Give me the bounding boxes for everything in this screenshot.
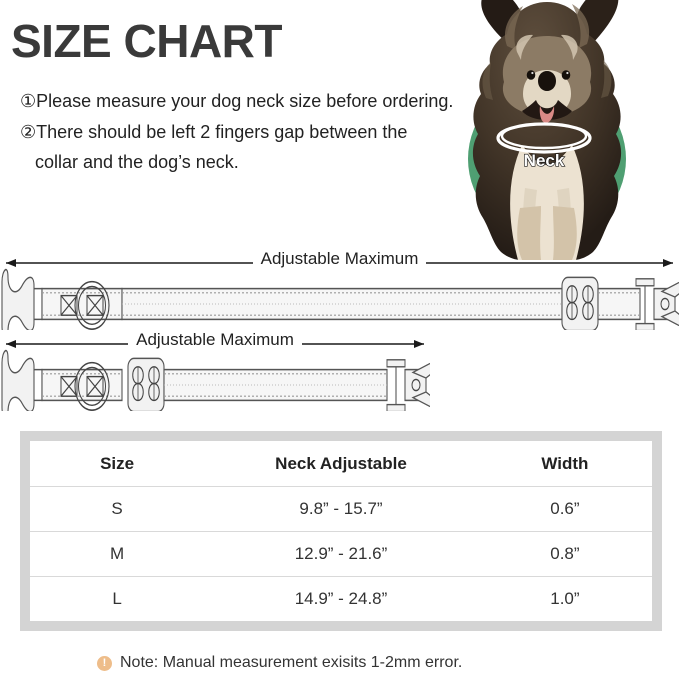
svg-text:Neck: Neck: [524, 151, 565, 170]
